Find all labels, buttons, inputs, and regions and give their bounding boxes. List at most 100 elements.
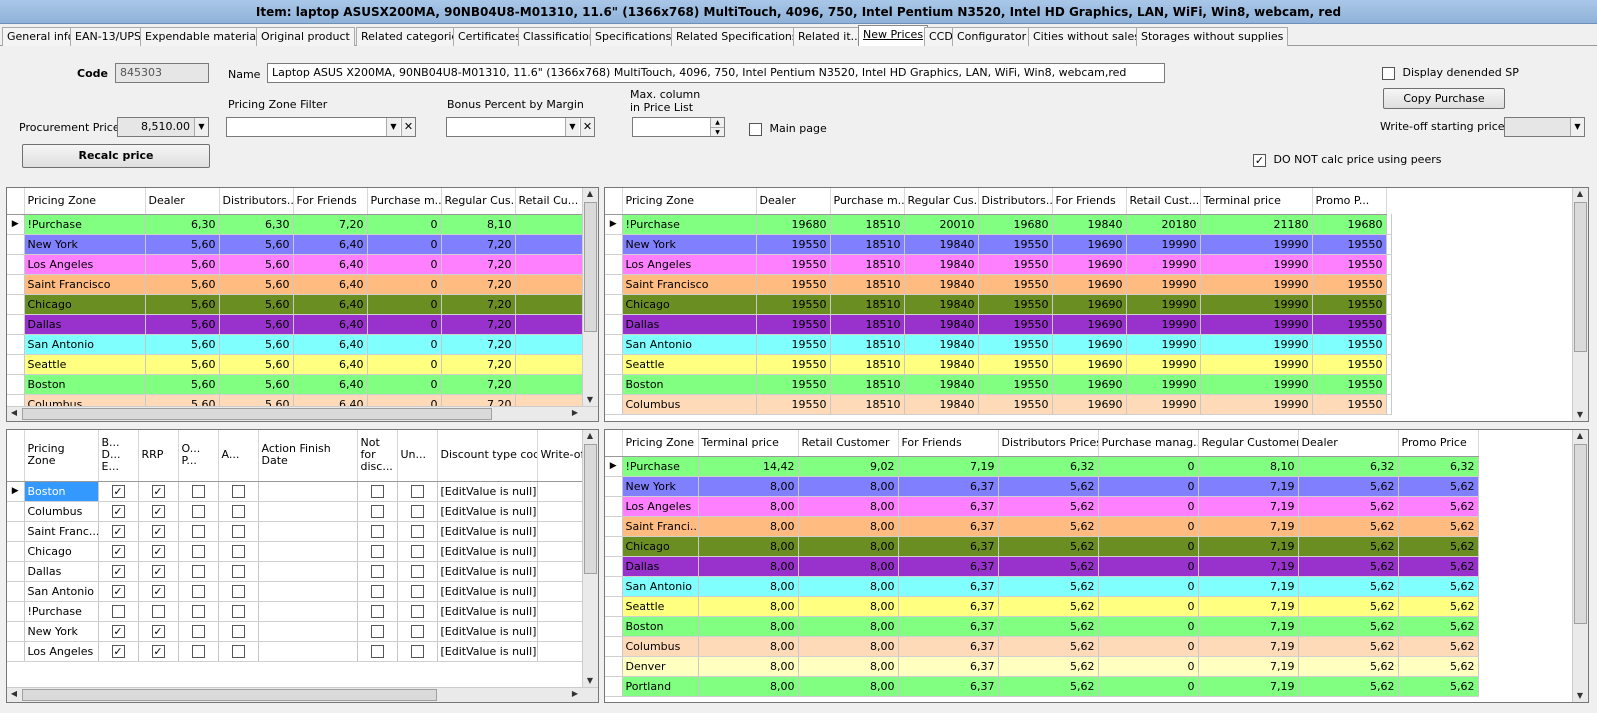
spin-up-icon[interactable]: ▲ <box>710 118 724 127</box>
not-for-discount-cell[interactable] <box>357 481 398 502</box>
action-finish-date-cell[interactable] <box>258 621 358 642</box>
price-cell[interactable]: 6,40 <box>293 294 368 315</box>
pricing-zone-cell[interactable]: Los Angeles <box>622 496 699 517</box>
action-finish-date-cell[interactable] <box>258 501 358 522</box>
table-row[interactable]: San Antonio 5,60 5,60 6,40 0 7,20 <box>7 334 584 355</box>
table-row[interactable]: ▶ !Purchase 6,30 6,30 7,20 0 8,10 <box>7 214 584 235</box>
table-row[interactable]: Denver 8,00 8,00 6,37 5,62 0 7,19 5,62 5,62 <box>605 656 1479 677</box>
price-cell[interactable] <box>515 334 584 355</box>
price-cell[interactable]: 19990 <box>1200 234 1313 255</box>
scroll-right-icon[interactable]: ▶ <box>571 408 579 417</box>
price-cell[interactable]: 19990 <box>1200 394 1313 415</box>
price-cell[interactable]: 8,00 <box>798 616 899 637</box>
price-cell[interactable]: 8,00 <box>698 576 799 597</box>
price-cell[interactable] <box>515 374 584 395</box>
bonus-cell[interactable]: ✓ <box>98 481 139 502</box>
table-row[interactable]: Los Angeles 5,60 5,60 6,40 0 7,20 <box>7 254 584 275</box>
zone-prices-grid[interactable]: Pricing Zone Dealer Purchase m... Regula… <box>604 187 1589 422</box>
price-cell[interactable]: 6,32 <box>1298 456 1399 477</box>
price-cell[interactable]: 0 <box>1098 556 1199 577</box>
a-checkbox[interactable] <box>231 564 245 578</box>
price-cell[interactable]: 14,42 <box>698 456 799 477</box>
pricing-zone-cell[interactable]: Saint Francisco <box>24 274 146 295</box>
price-cell[interactable]: 19550 <box>756 234 831 255</box>
column-header[interactable]: Retail Customer <box>798 430 899 457</box>
price-cell[interactable]: 7,20 <box>441 354 516 375</box>
recalc-price-button[interactable]: Recalc price <box>22 144 210 168</box>
pricing-zone-cell[interactable]: !Purchase <box>622 214 757 235</box>
main-page-checkbox[interactable]: Main page <box>749 122 827 136</box>
table-row[interactable]: Los Angeles 8,00 8,00 6,37 5,62 0 7,19 5,62 5,62 <box>605 496 1479 517</box>
price-cell[interactable] <box>515 214 584 235</box>
table-row[interactable]: New York 8,00 8,00 6,37 5,62 0 7,19 5,62 5,62 <box>605 476 1479 497</box>
pricing-zone-cell[interactable]: New York <box>24 621 99 642</box>
price-cell[interactable]: 18510 <box>830 314 905 335</box>
bonus-checkbox[interactable]: ✓ <box>111 564 125 578</box>
rrp-checkbox[interactable]: ✓ <box>151 564 165 578</box>
price-cell[interactable]: 18510 <box>830 294 905 315</box>
price-cell[interactable]: 19550 <box>1312 314 1387 335</box>
pricing-zone-cell[interactable]: Boston <box>622 616 699 637</box>
price-cell[interactable]: 5,60 <box>219 274 294 295</box>
price-cell[interactable] <box>515 254 584 275</box>
price-cell[interactable]: 8,00 <box>798 516 899 537</box>
column-header[interactable]: Terminal price <box>698 430 799 457</box>
un-cell[interactable] <box>397 481 438 502</box>
price-cell[interactable]: 18510 <box>830 234 905 255</box>
column-header[interactable]: Regular Cus... <box>904 188 979 215</box>
o-p-checkbox[interactable] <box>191 584 205 598</box>
table-row[interactable]: ▶ Boston ✓ ✓ [EditValue is null] <box>7 481 598 502</box>
pricing-zone-cell[interactable]: Los Angeles <box>24 641 99 662</box>
price-cell[interactable]: 19990 <box>1200 354 1313 375</box>
action-finish-date-cell[interactable] <box>258 481 358 502</box>
price-cell[interactable]: 19840 <box>1052 214 1127 235</box>
price-cell[interactable]: 19840 <box>904 374 979 395</box>
pricing-zone-cell[interactable]: New York <box>24 234 146 255</box>
bonus-cell[interactable]: ✓ <box>98 621 139 642</box>
price-cell[interactable]: 5,62 <box>1298 636 1399 657</box>
discount-type-code-cell[interactable]: [EditValue is null] <box>437 541 538 562</box>
price-cell[interactable]: 5,62 <box>998 536 1099 557</box>
action-finish-date-cell[interactable] <box>258 541 358 562</box>
pricing-zone-cell[interactable]: Chicago <box>24 541 99 562</box>
price-cell[interactable]: 7,20 <box>441 334 516 355</box>
not-for-discount-cell[interactable] <box>357 541 398 562</box>
pricing-zone-cell[interactable]: Dallas <box>622 556 699 577</box>
display-denended-check[interactable] <box>1382 66 1395 80</box>
horizontal-scrollbar[interactable]: ◀ ▶ <box>7 687 598 702</box>
a-cell[interactable] <box>218 581 259 602</box>
not-for-discount-cell[interactable] <box>357 561 398 582</box>
table-row[interactable]: New York 19550 18510 19840 19550 19690 19990 19… <box>605 234 1392 255</box>
bonus-checkbox[interactable]: ✓ <box>111 524 125 538</box>
price-cell[interactable]: 0 <box>367 214 442 235</box>
un-checkbox[interactable] <box>410 524 424 538</box>
price-cell[interactable]: 19690 <box>1052 334 1127 355</box>
pricing-zone-cell[interactable]: !Purchase <box>24 214 146 235</box>
action-finish-date-cell[interactable] <box>258 601 358 622</box>
horizontal-scrollbar[interactable]: ◀ ▶ <box>7 406 598 421</box>
price-cell[interactable]: 5,60 <box>145 234 220 255</box>
pricing-zone-cell[interactable]: Portland <box>622 676 699 697</box>
un-checkbox[interactable] <box>410 484 424 498</box>
column-header[interactable]: O... P... <box>178 430 219 482</box>
price-cell[interactable]: 8,00 <box>798 676 899 697</box>
price-cell[interactable]: 6,37 <box>898 556 999 577</box>
price-cell[interactable]: 5,60 <box>219 314 294 335</box>
pricing-zone-cell[interactable]: Saint Francisco <box>622 274 757 295</box>
pricing-zone-cell[interactable]: Columbus <box>24 501 99 522</box>
table-row[interactable]: San Antonio ✓ ✓ [EditValue is null] <box>7 581 598 602</box>
not-for-discount-checkbox[interactable] <box>370 504 384 518</box>
not-for-discount-cell[interactable] <box>357 601 398 622</box>
table-row[interactable]: Chicago ✓ ✓ [EditValue is null] <box>7 541 598 562</box>
pricing-zone-cell[interactable]: Saint Franci... <box>622 516 699 537</box>
price-cell[interactable]: 6,37 <box>898 536 999 557</box>
display-denended-checkbox[interactable]: Display denended SP <box>1382 66 1519 80</box>
o-p-cell[interactable] <box>178 641 219 662</box>
bonus-checkbox[interactable]: ✓ <box>111 624 125 638</box>
column-header[interactable]: Purchase m... <box>367 188 442 215</box>
pricing-zone-cell[interactable]: Seattle <box>622 596 699 617</box>
price-cell[interactable]: 0 <box>1098 536 1199 557</box>
pricing-zone-cell[interactable]: Dallas <box>622 314 757 335</box>
spin-down-icon[interactable]: ▼ <box>710 127 724 136</box>
rrp-checkbox[interactable]: ✓ <box>151 524 165 538</box>
